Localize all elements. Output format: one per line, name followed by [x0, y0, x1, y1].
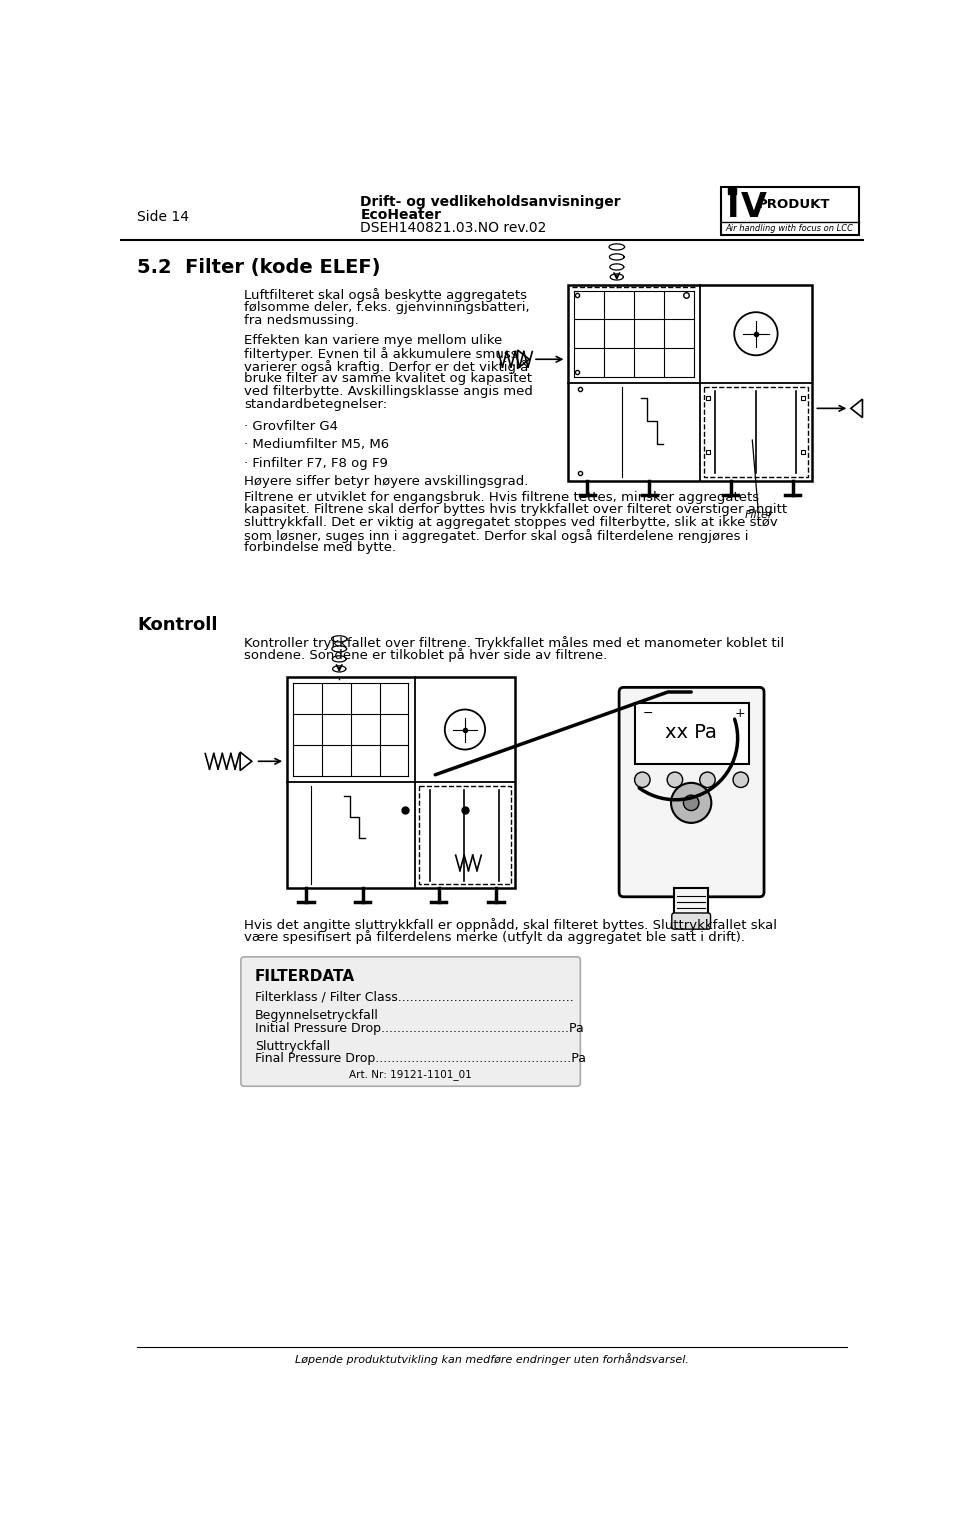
Text: · Mediumfilter M5, M6: · Mediumfilter M5, M6	[244, 438, 389, 451]
Text: V: V	[741, 191, 767, 223]
Text: bruke filter av samme kvalitet og kapasitet: bruke filter av samme kvalitet og kapasi…	[244, 372, 532, 386]
Text: Filterklass / Filter Class............................................: Filterklass / Filter Class..............…	[254, 990, 574, 1004]
Text: · Grovfilter G4: · Grovfilter G4	[244, 420, 338, 432]
Text: ved filterbytte. Avskillingsklasse angis med: ved filterbytte. Avskillingsklasse angis…	[244, 384, 533, 398]
FancyBboxPatch shape	[672, 914, 710, 929]
Text: Art. Nr: 19121-1101_01: Art. Nr: 19121-1101_01	[349, 1069, 472, 1080]
Text: Luftfilteret skal også beskytte aggregatets: Luftfilteret skal også beskytte aggregat…	[244, 289, 527, 303]
Text: EcoHeater: EcoHeater	[360, 208, 442, 221]
Text: Høyere siffer betyr høyere avskillingsgrad.: Høyere siffer betyr høyere avskillingsgr…	[244, 475, 528, 488]
Text: +: +	[734, 706, 745, 720]
Text: kapasitet. Filtrene skal derfor byttes hvis trykkfallet over filteret overstiger: kapasitet. Filtrene skal derfor byttes h…	[244, 503, 787, 517]
Text: FILTERDATA: FILTERDATA	[254, 969, 355, 984]
Circle shape	[635, 772, 650, 787]
Text: DSEH140821.03.NO rev.02: DSEH140821.03.NO rev.02	[360, 221, 546, 235]
Bar	[419, 786, 512, 884]
Circle shape	[667, 772, 683, 787]
FancyBboxPatch shape	[619, 687, 764, 897]
Text: xx Pa: xx Pa	[665, 723, 717, 741]
Bar	[287, 677, 516, 889]
Text: varierer også kraftig. Derfor er det viktig å: varierer også kraftig. Derfor er det vik…	[244, 360, 528, 374]
Text: følsomme deler, f.eks. gjenvinningsbatteri,: følsomme deler, f.eks. gjenvinningsbatte…	[244, 301, 530, 314]
Bar	[635, 703, 749, 764]
Bar	[674, 889, 708, 920]
Text: Drift- og vedlikeholdsanvisninger: Drift- og vedlikeholdsanvisninger	[360, 195, 621, 209]
Text: Sluttryckfall: Sluttryckfall	[254, 1040, 330, 1054]
Text: Kontroller trykkfallet over filtrene. Trykkfallet måles med et manometer koblet : Kontroller trykkfallet over filtrene. Tr…	[244, 635, 784, 649]
Text: som løsner, suges inn i aggregatet. Derfor skal også filterdelene rengjøres i: som løsner, suges inn i aggregatet. Derf…	[244, 529, 749, 543]
Text: Hvis det angitte sluttrykkfall er oppnådd, skal filteret byttes. Sluttrykkfallet: Hvis det angitte sluttrykkfall er oppnåd…	[244, 918, 777, 932]
Bar	[704, 386, 808, 477]
Bar	[721, 188, 858, 235]
Text: Effekten kan variere mye mellom ulike: Effekten kan variere mye mellom ulike	[244, 334, 502, 348]
Text: Initial Pressure Drop...............................................Pa: Initial Pressure Drop...................…	[254, 1021, 584, 1035]
Text: sondene. Sondene er tilkoblet på hver side av filtrene.: sondene. Sondene er tilkoblet på hver si…	[244, 649, 608, 663]
Text: sluttrykkfall. Det er viktig at aggregatet stoppes ved filterbytte, slik at ikke: sluttrykkfall. Det er viktig at aggregat…	[244, 517, 778, 529]
Circle shape	[684, 795, 699, 811]
Text: forbindelse med bytte.: forbindelse med bytte.	[244, 541, 396, 555]
Text: Side 14: Side 14	[137, 209, 189, 225]
Text: 5.2  Filter (kode ELEF): 5.2 Filter (kode ELEF)	[137, 258, 380, 277]
Text: Begynnelsetryckfall: Begynnelsetryckfall	[254, 1009, 379, 1023]
Text: Final Pressure Drop.................................................Pa: Final Pressure Drop.....................…	[254, 1052, 586, 1066]
Text: · Finfilter F7, F8 og F9: · Finfilter F7, F8 og F9	[244, 457, 388, 469]
Circle shape	[733, 772, 749, 787]
Text: være spesifisert på filterdelens merke (utfylt da aggregatet ble satt i drift).: være spesifisert på filterdelens merke (…	[244, 930, 745, 944]
Text: standardbetegnelser:: standardbetegnelser:	[244, 398, 387, 411]
Text: Løpende produktutvikling kan medføre endringer uten forhåndsvarsel.: Løpende produktutvikling kan medføre end…	[295, 1353, 689, 1366]
Text: filtertyper. Evnen til å akkumulere smuss: filtertyper. Evnen til å akkumulere smus…	[244, 348, 517, 361]
Text: −: −	[642, 706, 653, 720]
Text: Filter: Filter	[745, 511, 774, 520]
Text: PRODUKT: PRODUKT	[757, 198, 830, 211]
Bar	[729, 189, 736, 194]
Text: Filtrene er utviklet for engangsbruk. Hvis filtrene tettes, minsker aggregatets: Filtrene er utviklet for engangsbruk. Hv…	[244, 491, 759, 503]
FancyBboxPatch shape	[241, 957, 581, 1086]
Circle shape	[671, 783, 711, 823]
Text: Kontroll: Kontroll	[137, 615, 218, 634]
Text: fra nedsmussing.: fra nedsmussing.	[244, 314, 359, 328]
Text: I: I	[727, 191, 739, 223]
Bar	[568, 285, 812, 481]
Circle shape	[700, 772, 715, 787]
Text: Air handling with focus on LCC: Air handling with focus on LCC	[726, 225, 853, 232]
